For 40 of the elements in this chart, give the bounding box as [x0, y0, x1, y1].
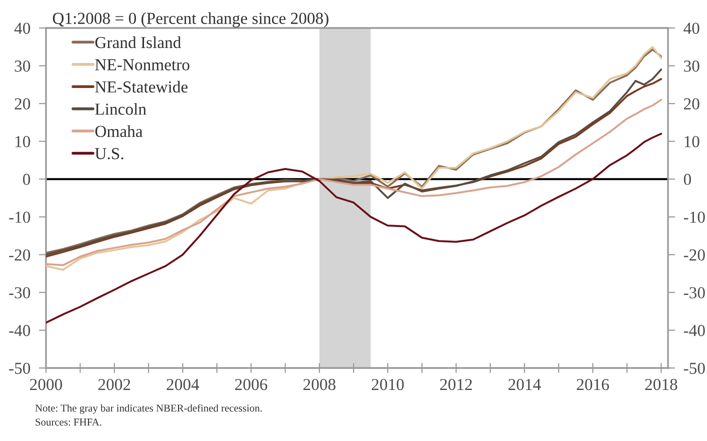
x-tick-label: 2012	[440, 378, 472, 390]
legend-label: Lincoln	[95, 103, 146, 115]
y-tick-label: 40	[14, 22, 30, 34]
y2-tick-label: 40	[684, 22, 700, 34]
y-tick-label: 30	[14, 60, 30, 72]
y-tick-label: -50	[9, 362, 30, 374]
y-tick-label: 0	[23, 174, 30, 186]
x-tick-label: 2014	[508, 378, 541, 390]
legend-label: Grand Island	[95, 36, 182, 48]
x-tick-label: 2006	[235, 378, 268, 390]
x-tick-label: 2002	[98, 378, 130, 390]
y2-tick-label: -40	[684, 324, 705, 336]
y-tick-label: 20	[14, 98, 30, 110]
legend-label: NE-Nonmetro	[95, 59, 190, 70]
x-tick-label: 2008	[303, 378, 336, 390]
y2-tick-label: -10	[684, 212, 705, 223]
line-series	[46, 98, 662, 266]
y2-tick-label: -30	[684, 287, 705, 298]
x-tick-label: 2016	[576, 378, 609, 390]
source-note: Sources: FHFA.	[36, 418, 102, 426]
y2-tick-label: 20	[684, 98, 700, 110]
text: Note: The gray bar indicates NBER-defined recession.	[35, 404, 262, 414]
y-tick-label: -10	[9, 212, 30, 223]
chart-title: Q1:2008 = 0 (Percent change since 2008)	[52, 12, 328, 28]
y-tick-label: 10	[16, 136, 30, 148]
y2-tick-label: -20	[684, 249, 705, 261]
legend-label: U.S.	[95, 148, 124, 160]
y2-tick-label: -50	[684, 362, 705, 374]
y-tick-label: -40	[9, 324, 30, 336]
x-tick-label: 2000	[30, 378, 62, 390]
legend-label: NE-Statewide	[95, 80, 188, 93]
y-tick-label: -20	[9, 249, 30, 261]
legend-label: Omaha	[95, 125, 143, 138]
x-tick-label: 2004	[166, 378, 200, 390]
x-tick-label: 2018	[645, 378, 678, 390]
y-tick-label: -30	[9, 287, 30, 298]
y2-tick-label: 10	[684, 136, 700, 148]
y2-tick-label: 30	[684, 60, 700, 72]
y2-tick-label: 0	[684, 174, 691, 186]
x-tick-label: 2010	[372, 378, 404, 390]
